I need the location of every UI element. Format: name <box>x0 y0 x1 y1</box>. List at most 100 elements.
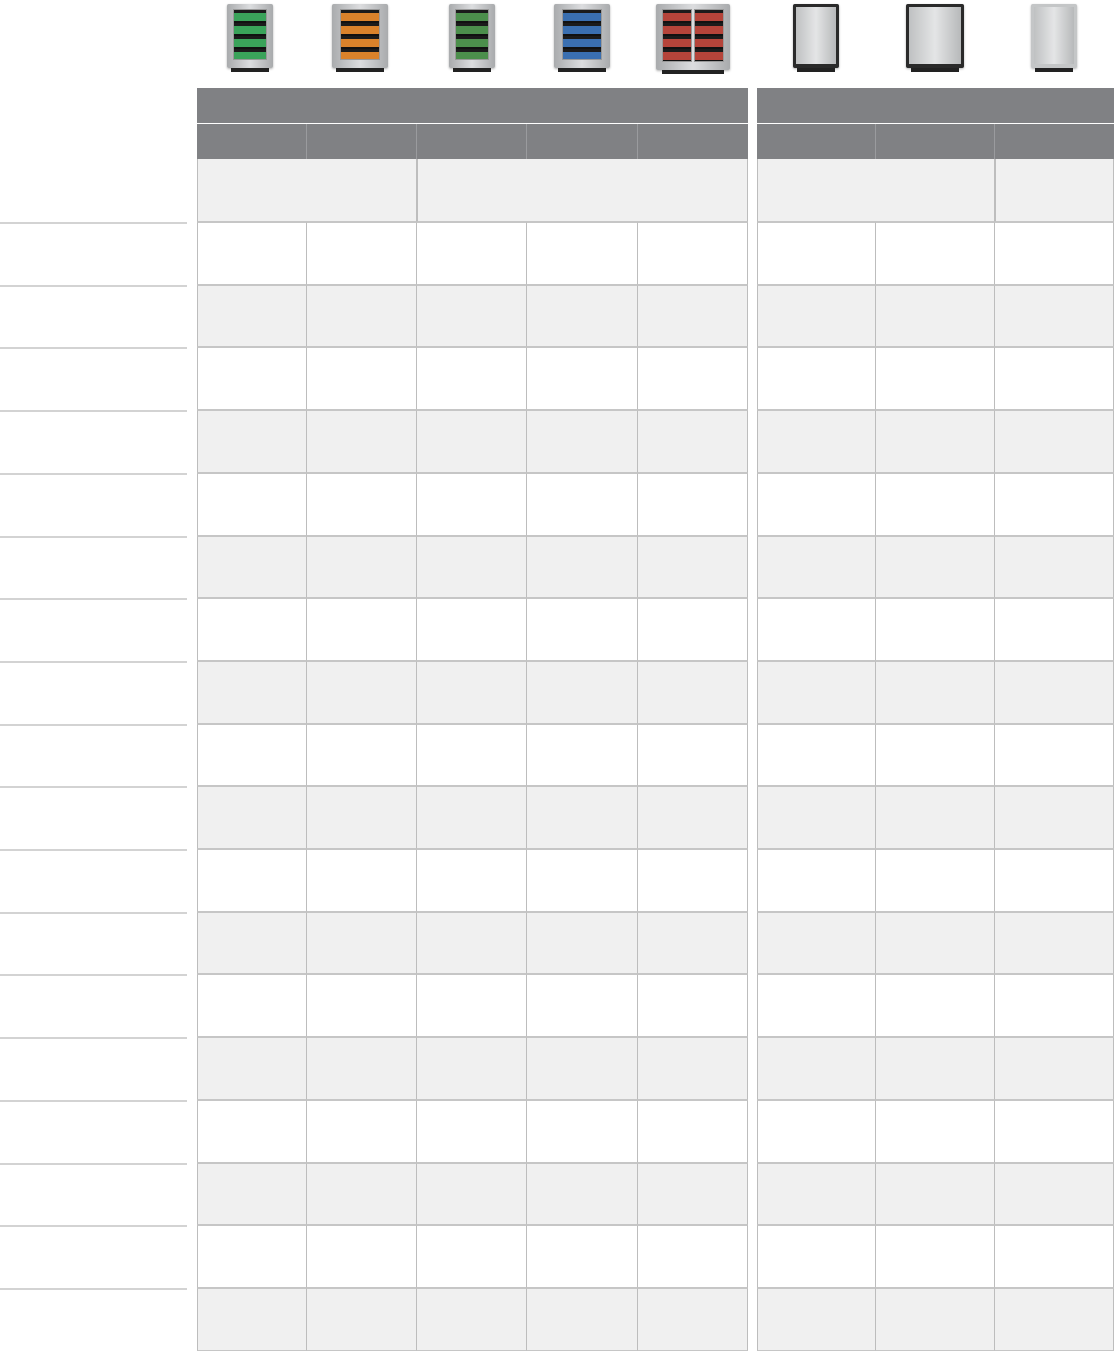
table-cell <box>638 285 748 347</box>
table-cell <box>757 912 876 974</box>
table-cell <box>527 222 638 285</box>
table-cell <box>417 1100 527 1163</box>
table-cell <box>876 1225 995 1288</box>
table-cell <box>417 347 527 410</box>
table-cell <box>417 1225 527 1288</box>
stainless-door-icon <box>1033 6 1075 65</box>
table-cell <box>757 1100 876 1163</box>
row-label <box>0 287 187 347</box>
table-cell <box>638 912 748 974</box>
row-label-divider <box>0 222 187 224</box>
table-cell <box>417 1163 527 1225</box>
table-cell <box>638 222 748 285</box>
toe-kick-icon <box>910 68 960 72</box>
row-label <box>0 914 187 974</box>
glass-door-beverage-center-icon <box>227 4 273 72</box>
table-cell <box>995 1100 1114 1163</box>
table-cell <box>527 974 638 1037</box>
table-cell <box>527 347 638 410</box>
table-cell <box>876 1163 995 1225</box>
table-cell <box>876 222 995 285</box>
table-cell <box>995 536 1114 598</box>
table-cell <box>417 222 527 285</box>
group-header-left <box>197 88 748 123</box>
table-cell <box>197 661 307 724</box>
toe-kick-icon <box>452 68 492 72</box>
table-cell <box>307 912 417 974</box>
table-cell <box>995 724 1114 786</box>
toe-kick-icon <box>661 70 725 74</box>
table-cell <box>995 222 1114 285</box>
table-cell <box>876 473 995 536</box>
row-label-divider <box>0 285 187 287</box>
table-cell <box>995 661 1114 724</box>
table-cell <box>417 410 527 473</box>
table-cell <box>876 724 995 786</box>
table-cell <box>527 410 638 473</box>
glass-door-icon <box>455 9 489 61</box>
table-cell <box>307 1225 417 1288</box>
row-label <box>0 1165 187 1225</box>
table-cell <box>417 1288 527 1351</box>
table-cell <box>197 222 307 285</box>
table-cell <box>527 1037 638 1100</box>
table-cell <box>527 598 638 661</box>
row-label <box>0 976 187 1037</box>
row-label-divider <box>0 347 187 349</box>
row-label-divider <box>0 1225 187 1227</box>
table-cell <box>417 598 527 661</box>
table-cell <box>638 974 748 1037</box>
table-cell <box>197 347 307 410</box>
glass-door-beverage-center-icon <box>449 4 495 72</box>
table-cell <box>197 1100 307 1163</box>
stainless-door-icon <box>795 6 837 65</box>
table-cell <box>307 536 417 598</box>
group-header-right <box>757 88 1114 123</box>
row-label-divider <box>0 974 187 976</box>
table-cell <box>876 347 995 410</box>
toe-kick-icon <box>1034 68 1074 72</box>
table-cell <box>757 1163 876 1225</box>
table-cell <box>757 347 876 410</box>
row-label <box>0 726 187 786</box>
model-header-cell <box>757 124 876 159</box>
table-cell <box>417 473 527 536</box>
table-cell <box>527 1163 638 1225</box>
table-cell <box>307 1037 417 1100</box>
model-header-cell <box>995 124 1114 159</box>
glass-door-beverage-center-icon <box>332 4 388 72</box>
table-cell <box>197 1037 307 1100</box>
table-cell <box>638 536 748 598</box>
model-header-cell <box>527 124 638 159</box>
table-cell <box>876 1037 995 1100</box>
table-cell <box>757 661 876 724</box>
row-label-divider <box>0 1100 187 1102</box>
table-cell <box>307 786 417 849</box>
row-label-divider <box>0 536 187 538</box>
table-cell <box>307 598 417 661</box>
glass-door-icon <box>694 9 725 63</box>
glass-door-icon <box>339 9 381 61</box>
row-label <box>0 1227 187 1288</box>
table-cell <box>307 1288 417 1351</box>
model-header-cell <box>417 124 527 159</box>
table-cell <box>757 974 876 1037</box>
table-cell <box>757 410 876 473</box>
solid-door-refrigerator-icon <box>1031 4 1077 72</box>
table-cell <box>757 473 876 536</box>
table-cell <box>527 536 638 598</box>
row-label-divider <box>0 1163 187 1165</box>
table-cell <box>757 222 876 285</box>
table-cell <box>197 285 307 347</box>
table-cell <box>876 410 995 473</box>
table-cell <box>527 473 638 536</box>
table-cell <box>527 724 638 786</box>
table-cell <box>638 410 748 473</box>
table-cell <box>527 285 638 347</box>
table-cell <box>757 1288 876 1351</box>
table-cell <box>197 1163 307 1225</box>
table-cell <box>417 912 527 974</box>
table-cell <box>876 849 995 912</box>
toe-kick-icon <box>796 68 836 72</box>
table-cell <box>197 1288 307 1351</box>
